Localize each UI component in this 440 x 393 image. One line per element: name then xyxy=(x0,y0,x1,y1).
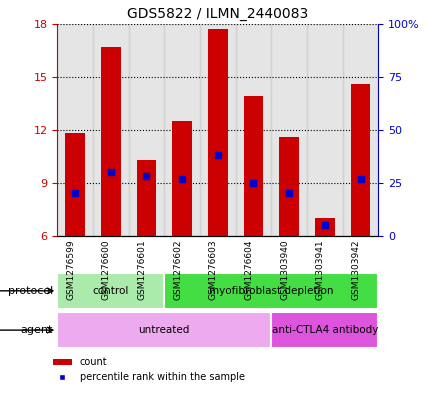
Bar xyxy=(307,24,343,236)
Bar xyxy=(200,24,236,236)
Bar xyxy=(244,96,263,236)
Text: GSM1276603: GSM1276603 xyxy=(209,240,218,300)
Bar xyxy=(164,24,200,236)
Bar xyxy=(271,24,307,236)
Bar xyxy=(172,121,192,236)
Bar xyxy=(57,312,271,348)
Bar xyxy=(315,218,335,236)
Bar xyxy=(279,137,299,236)
Bar xyxy=(236,24,271,236)
Bar xyxy=(93,24,128,236)
Text: GSM1303941: GSM1303941 xyxy=(316,240,325,300)
Bar xyxy=(343,24,378,236)
Text: GSM1303942: GSM1303942 xyxy=(352,240,360,300)
Text: protocol: protocol xyxy=(7,286,53,296)
Bar xyxy=(57,273,164,309)
Text: control: control xyxy=(92,286,129,296)
Bar xyxy=(271,312,378,348)
Text: GSM1276601: GSM1276601 xyxy=(137,240,147,300)
Bar xyxy=(57,24,93,236)
Title: GDS5822 / ILMN_2440083: GDS5822 / ILMN_2440083 xyxy=(127,7,308,21)
Legend: count, percentile rank within the sample: count, percentile rank within the sample xyxy=(49,354,249,386)
Bar xyxy=(208,29,227,236)
Text: GSM1276599: GSM1276599 xyxy=(66,240,75,300)
Bar xyxy=(136,160,156,236)
Bar xyxy=(351,84,370,236)
Text: GSM1276602: GSM1276602 xyxy=(173,240,182,300)
Text: myofibroblast depletion: myofibroblast depletion xyxy=(209,286,334,296)
Bar xyxy=(65,133,85,236)
Text: anti-CTLA4 antibody: anti-CTLA4 antibody xyxy=(271,325,378,335)
Text: untreated: untreated xyxy=(139,325,190,335)
Bar xyxy=(128,24,164,236)
Text: GSM1276600: GSM1276600 xyxy=(102,240,111,300)
Text: agent: agent xyxy=(20,325,53,335)
Text: GSM1303940: GSM1303940 xyxy=(280,240,289,300)
Bar xyxy=(164,273,378,309)
Text: GSM1276604: GSM1276604 xyxy=(245,240,253,300)
Bar xyxy=(101,47,121,236)
